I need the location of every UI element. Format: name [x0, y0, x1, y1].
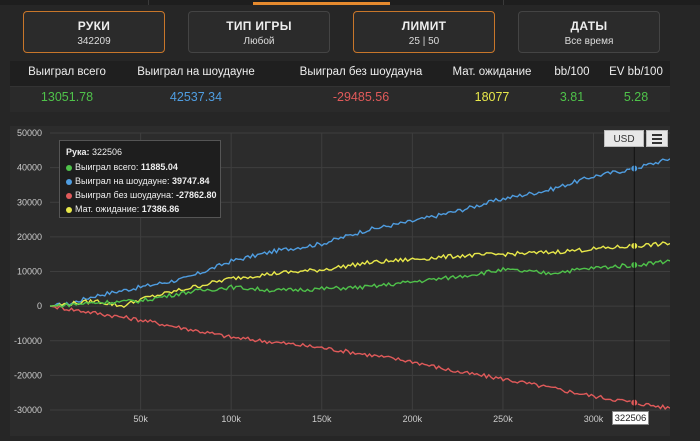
x-tick-label: 250k [493, 414, 513, 424]
winnings-line-chart[interactable]: 50000 40000 30000 20000 10000 0 -10000 -20000 -3… [10, 126, 671, 436]
tooltip-dot-showdown [66, 178, 72, 185]
active-tab-indicator [253, 2, 390, 5]
filter-game-type[interactable]: ТИП ИГРЫ Любой [188, 11, 330, 53]
tooltip-row-non-showdown: Выиграл без шоудауна: -27862.80 [66, 190, 217, 200]
top-tab-strip [0, 0, 700, 5]
y-tick-label: 0 [37, 301, 42, 311]
chart-tooltip: Рука: 322506 Выиграл всего: 11885.04 Выи… [59, 140, 221, 218]
tooltip-dot-total [66, 164, 72, 171]
stat-header-bb100: bb/100 [554, 66, 590, 78]
stat-header-ev-bb100: EV bb/100 [609, 66, 663, 78]
tab-separator [148, 0, 149, 5]
tooltip-row-ev: Мат. ожидание: 17386.86 [66, 204, 179, 214]
filter-dates[interactable]: ДАТЫ Все время [518, 11, 660, 53]
tooltip-row-total: Выиграл всего: 11885.04 [66, 162, 178, 172]
x-tick-label: 100k [221, 414, 241, 424]
x-tick-label: 300k [584, 414, 604, 424]
stat-value-non-showdown: -29485.56 [332, 90, 390, 104]
currency-button[interactable]: USD [604, 130, 644, 147]
y-tick-label: -10000 [14, 336, 42, 346]
x-tick-label: 150k [312, 414, 332, 424]
y-tick-label: 40000 [17, 163, 42, 173]
series-line-3 [49, 259, 671, 309]
stat-value-showdown: 42537.34 [169, 90, 223, 104]
stat-value-bb100: 3.81 [559, 90, 585, 104]
filter-dates-title: ДАТЫ [570, 19, 608, 33]
tooltip-dot-ev [66, 206, 72, 213]
stat-header-non-showdown: Выиграл без шоудауна [299, 66, 423, 78]
y-tick-label: 30000 [17, 197, 42, 207]
y-tick-label: -30000 [14, 405, 42, 415]
hamburger-icon[interactable] [646, 130, 668, 147]
tooltip-row-showdown: Выиграл на шоудауне: 39747.84 [66, 176, 210, 186]
x-tick-label: 50k [133, 414, 148, 424]
tab-separator [503, 0, 504, 5]
y-tick-label: 10000 [17, 267, 42, 277]
filter-dates-value: Все время [564, 36, 614, 47]
stat-header-total: Выиграл всего [28, 66, 106, 78]
filter-hands[interactable]: РУКИ 342209 [23, 11, 165, 53]
series-line-2 [49, 241, 671, 309]
series-line-1 [49, 305, 671, 410]
y-tick-label: 20000 [17, 232, 42, 242]
filter-hands-title: РУКИ [77, 19, 111, 33]
crosshair-x-label: 322506 [612, 411, 649, 425]
tooltip-title: Рука: 322506 [66, 147, 123, 157]
stat-header-showdown: Выиграл на шоудауне [137, 66, 255, 78]
filter-limit-title: ЛИМИТ [401, 19, 447, 33]
filter-game-type-title: ТИП ИГРЫ [226, 19, 292, 33]
chart-panel: 50000 40000 30000 20000 10000 0 -10000 -20000 -3… [10, 126, 671, 436]
y-tick-label: 50000 [17, 128, 42, 138]
stat-value-ev: 18077 [474, 90, 510, 104]
tooltip-dot-non-showdown [66, 192, 72, 199]
x-tick-label: 200k [403, 414, 423, 424]
y-tick-label: -20000 [14, 370, 42, 380]
stats-values-row [10, 86, 670, 112]
stats-table: Выиграл всего Выиграл на шоудауне Выигра… [10, 61, 670, 112]
filter-limit[interactable]: ЛИМИТ 25 | 50 [353, 11, 495, 53]
stat-value-ev-bb100: 5.28 [623, 90, 649, 104]
series-line-0 [49, 158, 671, 308]
filter-limit-value: 25 | 50 [408, 36, 440, 47]
filter-game-type-value: Любой [243, 36, 275, 47]
stat-header-ev: Мат. ожидание [452, 66, 532, 78]
stat-value-total: 13051.78 [40, 90, 94, 104]
filter-hands-value: 342209 [77, 36, 111, 47]
